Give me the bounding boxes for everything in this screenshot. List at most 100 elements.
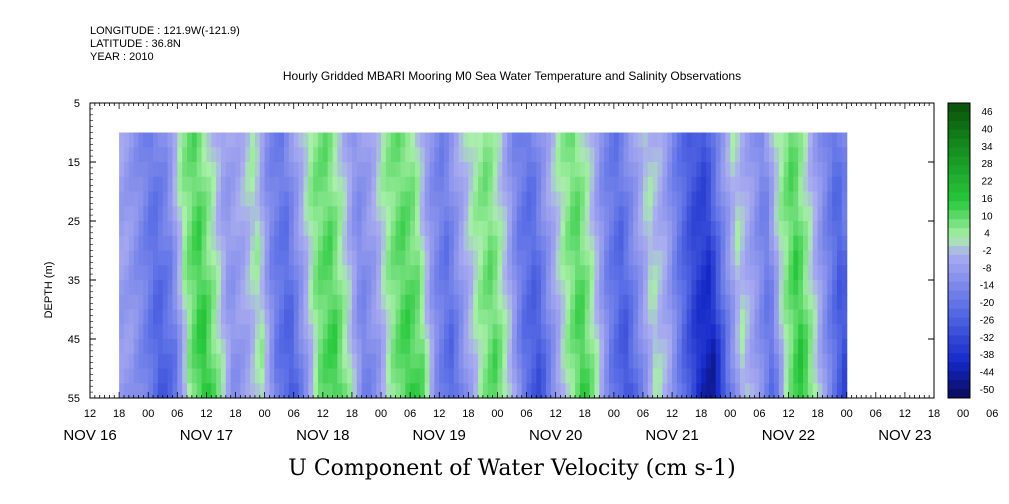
- heatmap-cell: [453, 339, 460, 355]
- heatmap-cell: [313, 324, 319, 340]
- heatmap-cell: [696, 265, 702, 281]
- heatmap-cell: [696, 368, 702, 384]
- heatmap-cell: [783, 339, 790, 355]
- heatmap-cell: [793, 132, 799, 148]
- heatmap-cell: [487, 221, 494, 237]
- x-hour-tick-label: 06: [637, 408, 649, 420]
- heatmap-cell: [274, 250, 280, 266]
- heatmap-cell: [594, 339, 600, 355]
- heatmap-cell: [313, 147, 319, 163]
- heatmap-cell: [507, 265, 513, 281]
- heatmap-cell: [235, 368, 241, 384]
- heatmap-cell: [133, 221, 140, 237]
- heatmap-cell: [356, 221, 363, 237]
- heatmap-cell: [337, 280, 343, 296]
- heatmap-cell: [478, 221, 484, 237]
- heatmap-cell: [293, 176, 300, 193]
- heatmap-cell: [133, 324, 140, 340]
- heatmap-cell: [783, 353, 790, 370]
- heatmap-cell: [798, 221, 804, 237]
- heatmap-cell: [769, 339, 775, 355]
- heatmap-cell: [196, 294, 203, 311]
- heatmap-cell: [385, 176, 392, 193]
- heatmap-cell: [691, 191, 697, 207]
- heatmap-cell: [424, 383, 431, 399]
- heatmap-cell: [657, 353, 663, 370]
- heatmap-cell: [138, 147, 144, 163]
- heatmap-cell: [376, 221, 382, 237]
- heatmap-cell: [220, 280, 227, 296]
- heatmap-cell: [444, 280, 450, 296]
- heatmap-cell: [609, 265, 615, 281]
- heatmap-cell: [555, 250, 562, 266]
- heatmap-cell: [216, 147, 222, 163]
- heatmap-cell: [138, 280, 144, 296]
- heatmap-cell: [288, 324, 295, 340]
- heatmap-cell: [565, 265, 571, 281]
- heatmap-cell: [308, 280, 314, 296]
- heatmap-cell: [162, 368, 169, 384]
- heatmap-cell: [274, 265, 280, 281]
- heatmap-cell: [327, 383, 334, 399]
- heatmap-cell: [211, 206, 217, 222]
- heatmap-cell: [822, 206, 828, 222]
- heatmap-cell: [172, 191, 178, 207]
- heatmap-cell: [730, 339, 736, 355]
- heatmap-cell: [196, 339, 203, 355]
- heatmap-cell: [119, 206, 125, 222]
- heatmap-cell: [143, 235, 149, 252]
- heatmap-cell: [230, 339, 237, 355]
- heatmap-cell: [691, 176, 697, 193]
- heatmap-cell: [448, 294, 455, 311]
- heatmap-cell: [764, 294, 770, 311]
- colorbar-segment: [948, 371, 970, 381]
- heatmap-cell: [681, 339, 688, 355]
- heatmap-cell: [778, 176, 785, 193]
- heatmap-cell: [749, 265, 756, 281]
- heatmap-cell: [405, 353, 411, 370]
- heatmap-cell: [749, 383, 756, 399]
- heatmap-cell: [274, 309, 280, 325]
- heatmap-cell: [667, 294, 673, 311]
- heatmap-cell: [599, 191, 605, 207]
- heatmap-cell: [225, 221, 232, 237]
- heatmap-cell: [376, 309, 382, 325]
- heatmap-cell: [735, 235, 741, 252]
- heatmap-cell: [676, 147, 683, 163]
- heatmap-cell: [385, 280, 392, 296]
- heatmap-cell: [725, 250, 731, 266]
- heatmap-cell: [298, 309, 305, 325]
- heatmap-cell: [579, 147, 586, 163]
- heatmap-cell: [317, 162, 324, 178]
- heatmap-cell: [550, 235, 557, 252]
- heatmap-cell: [478, 309, 484, 325]
- heatmap-cell: [322, 162, 329, 178]
- heatmap-cell: [487, 265, 494, 281]
- heatmap-cell: [288, 368, 295, 384]
- heatmap-cell: [284, 265, 290, 281]
- heatmap-cell: [550, 383, 557, 399]
- heatmap-cell: [507, 147, 513, 163]
- heatmap-cell: [686, 368, 693, 384]
- heatmap-cell: [308, 265, 314, 281]
- longitude-label: LONGITUDE : 121.9W(-121.9): [90, 25, 240, 37]
- heatmap-cell: [240, 132, 246, 148]
- heatmap-cell: [793, 176, 799, 193]
- heatmap-cell: [347, 339, 353, 355]
- heatmap-cell: [448, 206, 455, 222]
- heatmap-cell: [220, 191, 227, 207]
- heatmap-cell: [672, 221, 678, 237]
- heatmap-cell: [575, 339, 581, 355]
- heatmap-cell: [453, 383, 460, 399]
- heatmap-cell: [225, 383, 232, 399]
- heatmap-cell: [473, 280, 479, 296]
- heatmap-cell: [575, 162, 581, 178]
- heatmap-cell: [822, 132, 828, 148]
- heatmap-cell: [148, 339, 154, 355]
- heatmap-cell: [492, 324, 499, 340]
- heatmap-cell: [376, 206, 382, 222]
- colorbar-segment: [948, 156, 970, 166]
- heatmap-cell: [550, 191, 557, 207]
- heatmap-cell: [230, 294, 237, 311]
- heatmap-cell: [148, 206, 154, 222]
